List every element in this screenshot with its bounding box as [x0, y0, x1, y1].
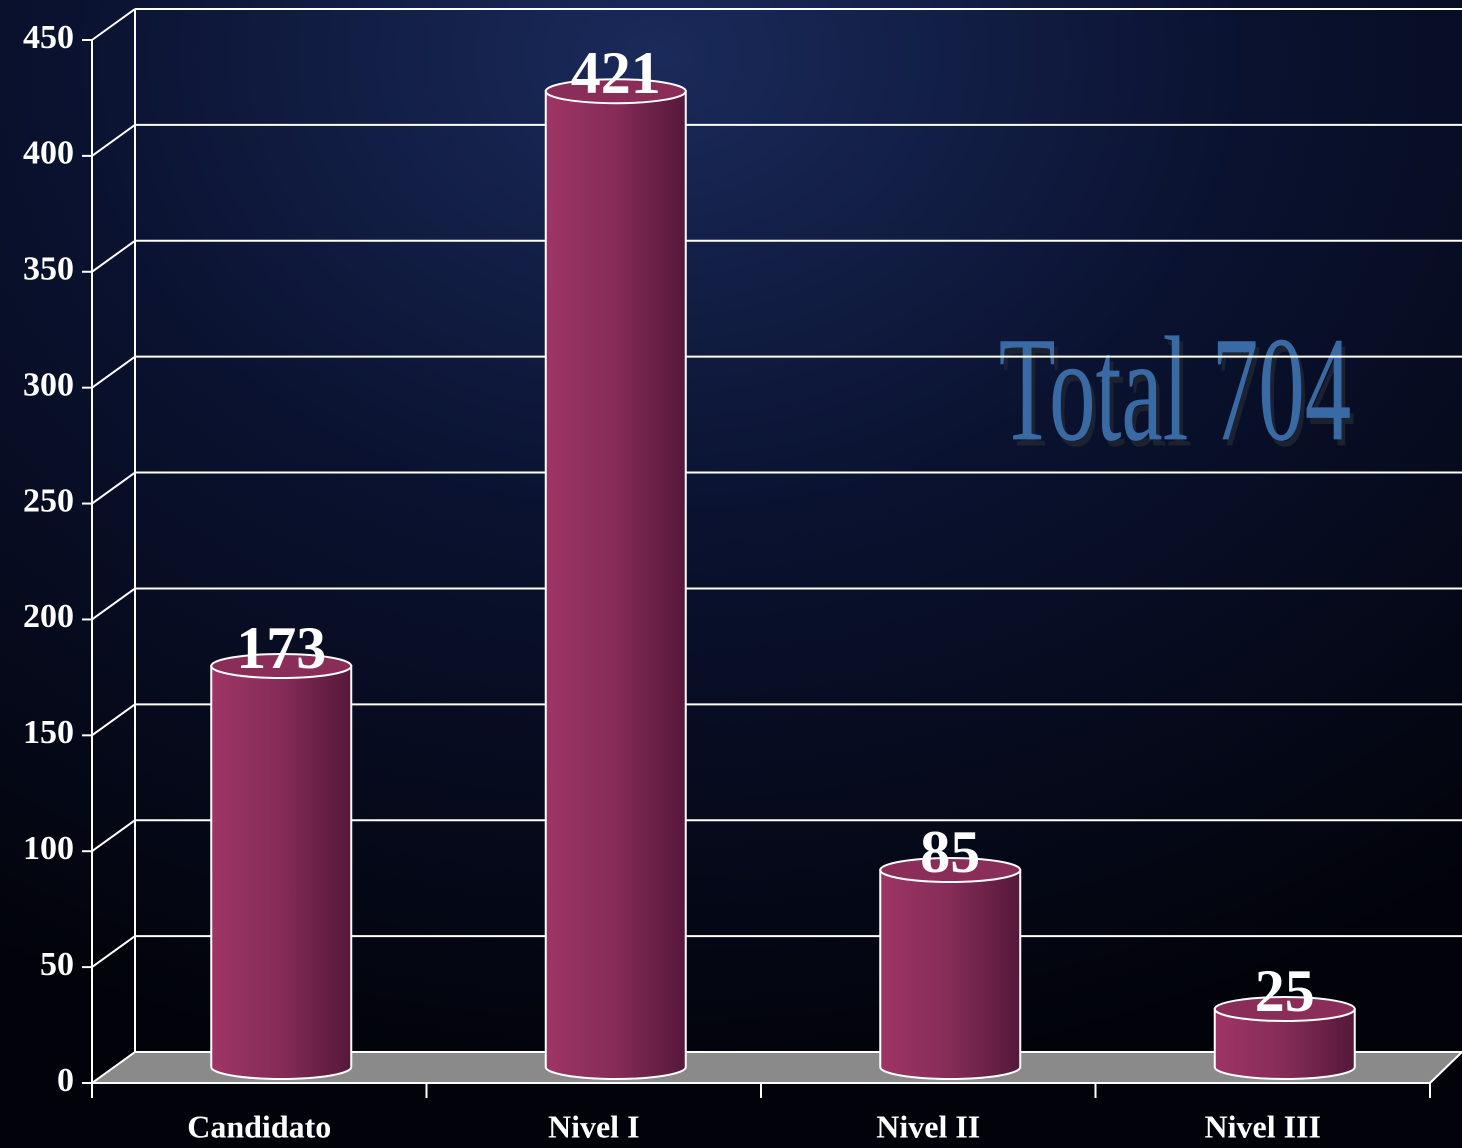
data-label: 173 — [236, 615, 326, 681]
y-tick-label: 0 — [57, 1062, 74, 1099]
bar-top — [1213, 996, 1356, 1023]
data-label: 85 — [920, 819, 980, 885]
y-tick-label: 50 — [40, 946, 74, 983]
grid-line-side — [91, 703, 136, 737]
grid-line-side — [91, 935, 136, 968]
x-tick-label: Nivel II — [876, 1108, 980, 1144]
x-tick-label: Candidato — [187, 1108, 331, 1144]
bar — [544, 90, 687, 1080]
x-axis-side — [1429, 1051, 1462, 1084]
grid-line-side — [91, 239, 136, 273]
grid-line-side — [91, 587, 136, 621]
bar-top — [879, 856, 1022, 883]
y-tick-label: 200 — [23, 598, 74, 635]
annotation-shadow: Total 704 — [1002, 312, 1354, 478]
y-tick-label: 150 — [23, 714, 74, 751]
bar-top — [544, 78, 687, 105]
bar — [879, 868, 1022, 1080]
grid-line-side — [91, 355, 136, 389]
y-tick-label: 400 — [23, 135, 74, 172]
y-tick-label: 450 — [23, 19, 74, 56]
y-tick-label: 250 — [23, 482, 74, 519]
grid-line-side — [91, 819, 136, 853]
x-tick-label: Nivel III — [1205, 1108, 1321, 1144]
grid-line-side — [91, 1051, 136, 1084]
data-label: 421 — [571, 40, 661, 106]
grid-line-side — [91, 8, 136, 41]
y-tick-label: 300 — [23, 366, 74, 403]
y-tick-label: 100 — [23, 830, 74, 867]
annotation: Total 704 — [999, 306, 1351, 472]
bar-top — [210, 653, 353, 680]
x-tick-label: Nivel I — [548, 1108, 640, 1144]
grid-line-side — [91, 124, 136, 157]
bar — [1213, 1008, 1356, 1080]
y-tick-label: 350 — [23, 251, 74, 288]
bar — [210, 665, 353, 1080]
grid-line-side — [91, 471, 136, 505]
data-label: 25 — [1255, 958, 1315, 1024]
